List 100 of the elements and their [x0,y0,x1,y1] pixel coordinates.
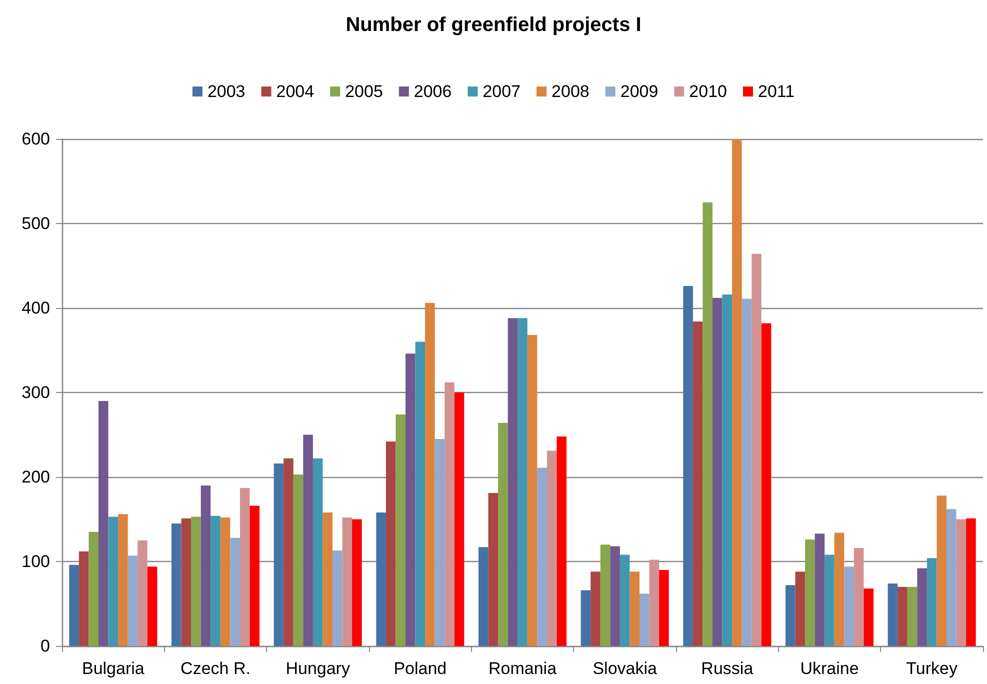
bar [888,583,898,646]
bar [761,323,772,646]
x-tick-label: Bulgaria [82,659,145,678]
bar [795,572,806,646]
bar [488,493,498,646]
bar [478,547,488,646]
bar [556,436,567,646]
x-tick-label: Czech R. [180,659,250,678]
bar [844,566,854,646]
bar [527,335,538,646]
y-tick-label: 100 [22,552,50,571]
bar [332,550,342,646]
x-tick-label: Poland [394,659,447,678]
bar [108,516,118,646]
bar [805,540,815,646]
bar [537,468,547,646]
bar [834,532,844,646]
bar [210,516,220,646]
bar [907,586,918,646]
legend-label: 2009 [620,82,658,101]
y-tick-label: 0 [40,636,50,656]
y-tick-label: 200 [22,468,50,486]
bar [702,202,712,646]
y-tick-label: 600 [22,130,50,148]
bar [732,139,742,646]
bar [785,585,796,646]
bar [898,586,908,646]
bar [444,382,454,646]
bar [284,458,294,646]
bar [274,463,284,646]
x-tick-label: Turkey [906,659,958,678]
bar [147,566,158,646]
bar [322,512,332,646]
bar [692,322,703,646]
x-tick-label: Russia [701,659,754,678]
bar [508,318,518,646]
bar [600,544,610,646]
bar [814,534,825,646]
bar [864,588,874,646]
bar [620,554,630,646]
bar [69,564,79,646]
bar [376,512,386,646]
bar [722,294,732,646]
bar [406,354,416,646]
bar [936,496,946,646]
bar [434,438,445,646]
bar [98,400,108,646]
bar [78,551,89,646]
x-tick-label: Slovakia [592,659,658,678]
y-tick-label: 300 [22,383,50,402]
bar [683,286,693,646]
bar [854,548,864,646]
bar [712,298,722,646]
bar [580,590,591,646]
bar [138,540,148,646]
bar [128,556,138,646]
legend-label: 2004 [276,82,314,101]
bar [88,532,98,646]
bar [425,302,435,646]
bar [342,518,352,646]
bar [518,318,528,646]
bar [352,519,362,646]
y-tick-label: 500 [22,214,50,233]
bar [191,516,201,646]
bar [752,254,762,646]
bar [917,568,927,646]
bar [171,523,182,646]
x-tick-label: Hungary [286,659,350,678]
bar [546,450,557,646]
bar [220,518,230,646]
bar [386,442,396,646]
bar [966,518,976,646]
legend-label: 2010 [689,82,728,101]
bar [118,514,128,646]
bar [200,485,211,646]
bar [649,560,660,646]
bar [303,434,313,646]
bar [630,572,640,646]
bar [250,506,260,646]
bar [181,518,192,646]
legend-label: 2007 [482,82,521,101]
bar [454,392,464,646]
bar [396,414,406,646]
x-tick-label: Ukraine [800,659,859,678]
bar [742,298,752,646]
bar [926,558,937,646]
bar [824,554,834,646]
legend-label: 2005 [345,82,383,101]
x-tick-label: Romania [488,659,558,678]
bar [590,572,600,646]
legend-label: 2006 [414,82,452,101]
bar [293,474,304,646]
bar [659,570,669,646]
bar [240,488,250,646]
legend-label: 2003 [207,82,246,101]
bar [415,342,426,646]
legend-label: 2011 [758,82,795,101]
bar [946,509,956,646]
bar [956,519,966,646]
bar [610,546,620,646]
